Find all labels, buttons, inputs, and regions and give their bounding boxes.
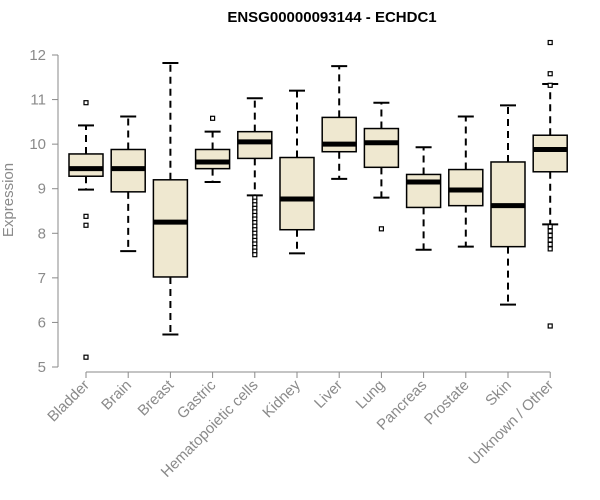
outlier-point: [547, 39, 553, 46]
outlier-point: [547, 71, 553, 77]
y-tick-label: 10: [29, 136, 46, 153]
box-6: [321, 65, 357, 180]
box-2: [152, 62, 189, 336]
x-tick-label: Prostate: [421, 377, 473, 429]
box-1: [110, 115, 146, 253]
outlier-point: [210, 115, 216, 121]
x-tick-label: Bladder: [44, 377, 93, 426]
outlier-point: [83, 222, 89, 228]
outlier-point: [547, 241, 553, 248]
box-7: [363, 101, 400, 232]
y-tick-label: 6: [38, 314, 46, 331]
box-10: [490, 104, 526, 306]
box-5: [279, 89, 315, 255]
outlier-point: [547, 237, 553, 243]
box-iqr: [532, 134, 568, 173]
box-11: [532, 39, 568, 329]
box-3: [194, 115, 231, 184]
boxes-group: [68, 39, 568, 360]
outlier-point: [83, 100, 89, 106]
x-tick-label: Skin: [482, 377, 515, 410]
box-iqr: [405, 173, 442, 209]
outlier-point: [547, 246, 553, 252]
box-iqr: [237, 130, 273, 160]
outlier-point: [547, 232, 553, 239]
y-axis-label: Expression: [0, 163, 17, 237]
outlier-point: [547, 323, 553, 329]
outlier-point: [547, 228, 553, 234]
box-9: [448, 115, 484, 248]
box-iqr: [279, 156, 315, 231]
chart-title: ENSG00000093144 - ECHDC1: [227, 9, 436, 26]
y-axis: 5 6 7 8 9 10 11 12: [29, 47, 59, 376]
box-iqr: [68, 153, 104, 177]
box-iqr: [194, 148, 231, 170]
outlier-point: [83, 213, 89, 219]
x-tick-label: Breast: [135, 376, 178, 419]
outlier-point: [252, 252, 258, 258]
box-8: [405, 146, 442, 251]
y-tick-label: 7: [38, 270, 46, 287]
x-tick-label: Kidney: [259, 376, 304, 421]
box-0: [68, 100, 104, 360]
y-tick-label: 9: [38, 181, 46, 198]
outlier-point: [547, 224, 553, 230]
y-tick-label: 5: [38, 359, 46, 376]
box-iqr: [152, 179, 189, 278]
box-4: [237, 97, 273, 258]
y-tick-label: 8: [38, 225, 46, 242]
y-tick-label: 12: [29, 47, 46, 64]
box-iqr: [363, 127, 400, 169]
x-tick-label: Liver: [311, 377, 346, 412]
x-tick-label: Lung: [353, 377, 389, 413]
outlier-point: [378, 226, 384, 232]
outlier-point: [83, 354, 89, 360]
y-tick-label: 11: [30, 92, 46, 109]
x-tick-label: Brain: [98, 377, 135, 414]
outlier-point: [547, 82, 553, 88]
